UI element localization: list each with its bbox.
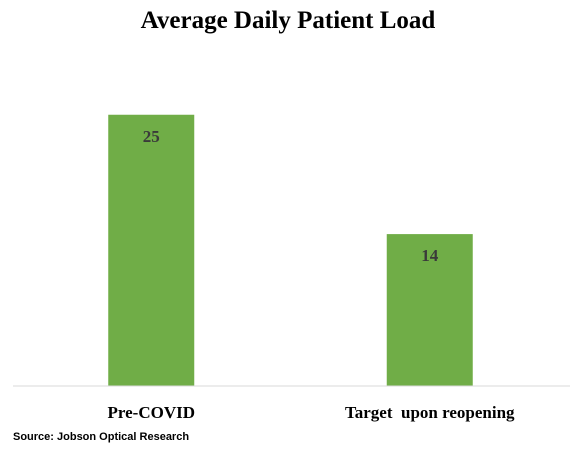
data-label-1: 14 xyxy=(421,246,439,265)
bars-layer xyxy=(108,114,473,386)
category-label-0: Pre-COVID xyxy=(108,403,196,422)
category-label-1: Target upon reopening xyxy=(345,403,515,422)
source-note: Source: Jobson Optical Research xyxy=(13,431,190,443)
labels-layer: 25 Pre-COVID 14 Target upon reopening xyxy=(108,127,516,422)
data-label-0: 25 xyxy=(143,127,160,146)
bar-1 xyxy=(386,234,473,386)
chart-title: Average Daily Patient Load xyxy=(141,7,436,34)
bar-0 xyxy=(108,114,195,386)
